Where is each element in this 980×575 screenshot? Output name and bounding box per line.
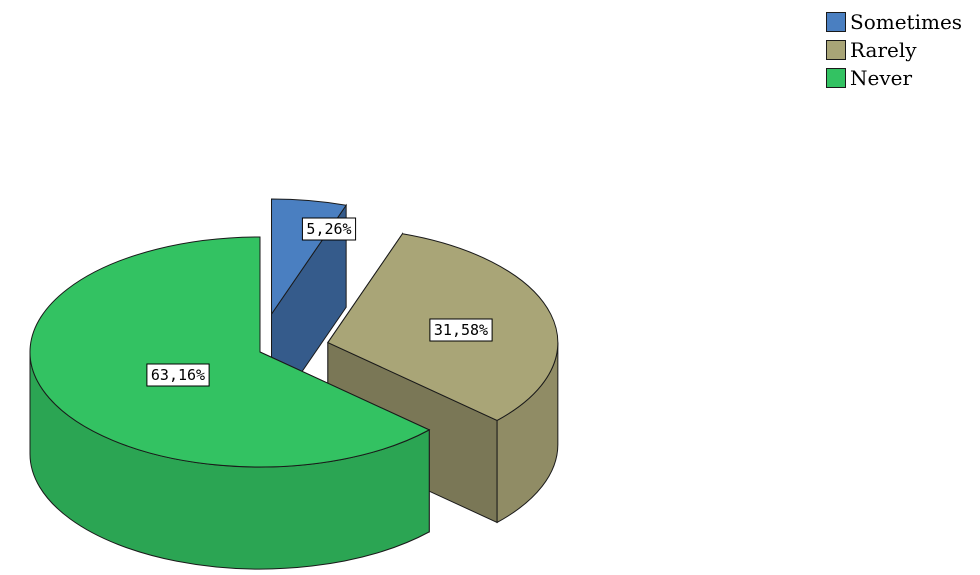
legend-swatch-never [826,68,846,88]
legend-swatch-sometimes [826,12,846,32]
data-label-sometimes-box [301,217,357,241]
data-label-rarely-text: 31,58% [434,321,488,339]
legend: Sometimes Rarely Never [826,8,962,92]
legend-item-sometimes: Sometimes [826,8,962,36]
data-label-never-text: 63,16% [151,366,205,384]
legend-label-sometimes: Sometimes [850,10,963,34]
slice-never-top [29,236,431,468]
slices-layer [29,198,559,570]
data-label-never: 63,16% [146,363,210,387]
legend-item-never: Never [826,64,962,92]
data-labels: 5,26% 31,58% 63,16% [146,217,493,387]
legend-label-never: Never [850,66,913,90]
legend-item-rarely: Rarely [826,36,962,64]
legend-label-rarely: Rarely [850,38,917,62]
data-label-sometimes-text: 5,26% [306,220,351,238]
data-label-rarely-box [429,318,493,342]
data-label-rarely: 31,58% [429,318,493,342]
slice-never [29,236,431,570]
legend-swatch-rarely [826,40,846,60]
data-label-sometimes: 5,26% [301,217,357,241]
data-label-never-box [146,363,210,387]
